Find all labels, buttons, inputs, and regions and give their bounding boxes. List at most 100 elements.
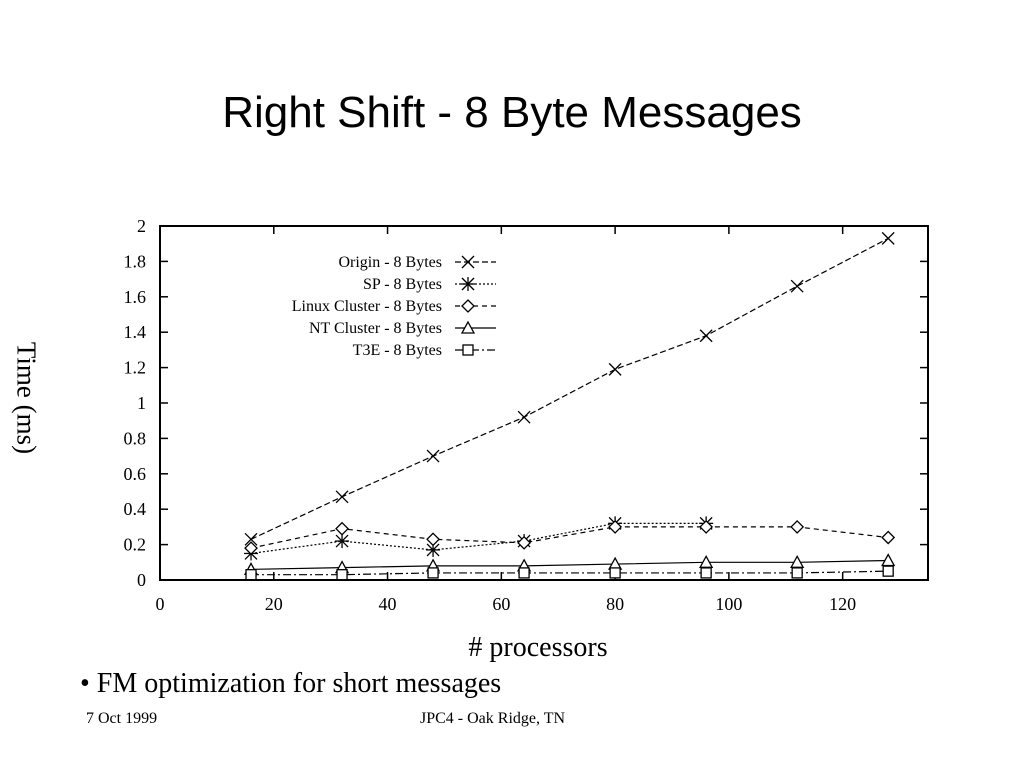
data-point <box>336 569 348 581</box>
y-tick-label: 0.2 <box>124 535 147 555</box>
legend-label: Linux Cluster - 8 Bytes <box>292 298 442 315</box>
y-tick-label: 0.4 <box>124 499 147 519</box>
marker-stroke <box>244 532 258 546</box>
series-1 <box>244 516 714 561</box>
legend-label: T3E - 8 Bytes <box>353 342 442 359</box>
plot-frame <box>159 225 929 581</box>
data-point <box>609 567 621 579</box>
series-line <box>250 237 889 540</box>
marker-shape <box>609 567 621 579</box>
marker-shape <box>791 567 803 579</box>
marker-shape <box>517 535 532 550</box>
series-4 <box>245 565 894 581</box>
marker-shape <box>426 532 440 547</box>
series-layer <box>243 231 896 581</box>
series-line <box>250 526 889 549</box>
x-tick-label: 60 <box>492 594 510 614</box>
data-point <box>699 519 714 534</box>
y-tick-label: 1.8 <box>124 251 147 271</box>
marker-stroke <box>517 410 531 424</box>
data-point <box>881 231 895 245</box>
data-point <box>426 449 440 463</box>
data-point <box>517 535 532 550</box>
series-2 <box>244 519 896 556</box>
marker-stroke <box>426 449 440 463</box>
legend-marker <box>462 344 474 356</box>
x-tick-label: 20 <box>265 594 283 614</box>
marker-shape <box>427 567 439 579</box>
data-point <box>791 567 803 579</box>
series-line <box>250 522 707 555</box>
legend-label: SP - 8 Bytes <box>363 276 442 293</box>
data-point <box>518 567 530 579</box>
data-point <box>427 567 439 579</box>
y-tick-label: 0 <box>137 570 146 590</box>
marker-shape <box>461 299 475 313</box>
marker-shape <box>244 541 258 556</box>
marker-stroke <box>881 231 895 245</box>
data-point <box>881 530 896 545</box>
data-point <box>700 567 712 579</box>
y-tick-label: 1 <box>137 393 146 413</box>
marker-shape <box>700 567 712 579</box>
series-line <box>251 570 889 576</box>
marker-stroke <box>790 279 804 293</box>
series-line <box>251 559 889 570</box>
y-tick-label: 1.2 <box>124 358 147 378</box>
marker-shape <box>881 530 896 545</box>
data-point <box>426 532 440 547</box>
footer-location: JPC4 - Oak Ridge, TN <box>420 710 566 727</box>
data-point <box>335 521 349 536</box>
data-point <box>244 532 258 546</box>
footer-date: 7 Oct 1999 <box>86 710 158 727</box>
x-tick-label: 0 <box>156 594 165 614</box>
data-point <box>335 534 350 549</box>
data-point <box>608 362 622 376</box>
marker-stroke <box>608 362 622 376</box>
data-point <box>790 279 804 293</box>
data-point <box>244 541 258 556</box>
y-tick-label: 2 <box>137 216 146 236</box>
legend-marker <box>461 299 475 313</box>
marker-shape <box>462 344 474 356</box>
data-point <box>608 519 623 534</box>
data-point <box>335 490 349 504</box>
marker-shape <box>518 567 530 579</box>
legend-marker <box>461 255 475 269</box>
y-tick-label: 1.4 <box>124 322 147 342</box>
data-point <box>517 410 531 424</box>
data-point <box>882 565 894 577</box>
x-tick-label: 40 <box>379 594 397 614</box>
marker-shape <box>335 521 349 536</box>
marker-shape <box>608 519 623 534</box>
series-0 <box>244 231 895 546</box>
marker-shape <box>790 519 805 534</box>
y-tick-label: 1.6 <box>124 287 147 307</box>
marker-shape <box>245 569 257 581</box>
x-tick-label: 80 <box>606 594 624 614</box>
x-axis-label: # processors <box>468 632 608 663</box>
marker-stroke <box>699 329 713 343</box>
legend-marker <box>461 277 475 291</box>
x-tick-label: 120 <box>829 594 856 614</box>
legend-marker <box>460 320 476 334</box>
marker-shape <box>460 320 476 334</box>
x-tick-label: 100 <box>715 594 742 614</box>
marker-shape <box>336 569 348 581</box>
marker-shape <box>699 519 714 534</box>
marker-stroke <box>335 490 349 504</box>
axis-ticks: 0 20 40 60 80 100 120 0 0.2 0.4 0.6 0.8 1 1.2 1.4 1.6 1.… <box>124 216 928 614</box>
data-point <box>699 329 713 343</box>
data-point <box>790 519 805 534</box>
y-tick-label: 0.6 <box>124 464 147 484</box>
legend-label: NT Cluster - 8 Bytes <box>309 320 442 337</box>
legend-label: Origin - 8 Bytes <box>338 254 442 271</box>
slide-title: Right Shift - 8 Byte Messages <box>222 88 802 137</box>
bullet-point: • FM optimization for short messages <box>80 668 502 699</box>
y-axis-label: Time (ms) <box>11 341 42 455</box>
marker-stroke <box>461 255 475 269</box>
marker-shape <box>882 565 894 577</box>
data-point <box>245 569 257 581</box>
y-tick-label: 0.8 <box>124 428 147 448</box>
